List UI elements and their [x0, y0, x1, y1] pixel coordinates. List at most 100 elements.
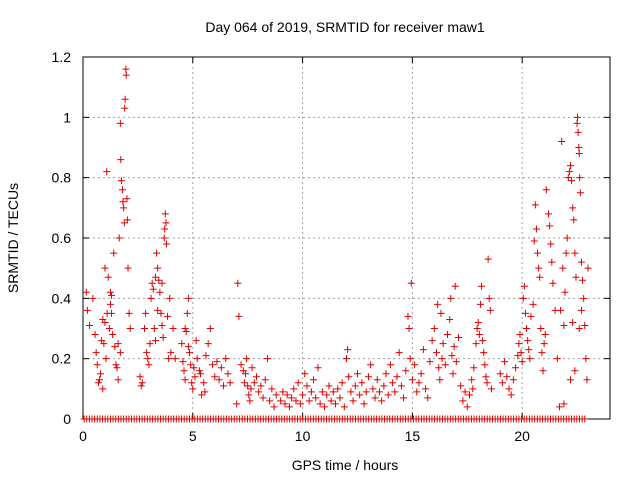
- data-point: [574, 128, 582, 136]
- data-point: [576, 174, 584, 182]
- data-point: [576, 189, 584, 197]
- data-point: [323, 391, 331, 399]
- data-point: [217, 364, 225, 372]
- data-point: [270, 403, 278, 411]
- data-point: [480, 349, 488, 357]
- data-point: [204, 340, 212, 348]
- data-point: [516, 331, 524, 339]
- data-point: [83, 306, 91, 314]
- data-point: [436, 376, 444, 384]
- data-point: [140, 325, 148, 332]
- data-point: [116, 349, 124, 357]
- data-point: [246, 397, 254, 405]
- data-point: [161, 225, 169, 233]
- data-point: [395, 349, 403, 357]
- data-point: [247, 385, 255, 393]
- data-point: [572, 273, 580, 281]
- data-point: [296, 400, 304, 408]
- data-point: [151, 273, 159, 281]
- data-point: [520, 282, 528, 290]
- data-point: [305, 397, 313, 405]
- data-point: [573, 119, 581, 127]
- data-point: [566, 162, 574, 170]
- data-point: [364, 373, 372, 381]
- x-tick-label: 15: [405, 428, 421, 444]
- data-point: [532, 225, 540, 233]
- y-tick-label: 0.6: [52, 230, 72, 246]
- data-point: [241, 370, 249, 378]
- data-point: [109, 331, 117, 339]
- data-point: [449, 370, 457, 378]
- data-point: [564, 174, 572, 182]
- data-point: [473, 325, 481, 332]
- chart-title: Day 064 of 2019, SRMTID for receiver maw…: [205, 19, 485, 35]
- data-point: [200, 379, 208, 387]
- data-point: [519, 294, 527, 302]
- data-point: [110, 249, 118, 257]
- data-point: [540, 340, 548, 348]
- data-point: [400, 394, 408, 402]
- data-point: [459, 397, 467, 405]
- data-point: [266, 397, 274, 405]
- data-point: [547, 240, 555, 248]
- data-point: [507, 391, 515, 399]
- data-point: [378, 397, 386, 405]
- data-point: [375, 388, 383, 396]
- data-point: [536, 273, 544, 281]
- data-point: [121, 95, 129, 103]
- data-point: [575, 144, 583, 151]
- data-point: [419, 346, 427, 354]
- data-point: [179, 358, 187, 366]
- data-point: [438, 355, 446, 363]
- data-point: [312, 394, 320, 402]
- data-point: [386, 361, 394, 369]
- data-point: [583, 376, 591, 384]
- data-point: [353, 370, 361, 378]
- data-point: [188, 379, 196, 387]
- data-point: [356, 391, 364, 399]
- data-point: [478, 282, 486, 290]
- data-point: [95, 376, 103, 384]
- data-point: [482, 373, 490, 381]
- data-point: [190, 364, 198, 372]
- data-point: [437, 309, 445, 317]
- data-point: [220, 382, 228, 390]
- data-point: [538, 349, 546, 357]
- data-point: [153, 249, 161, 257]
- data-point: [248, 364, 256, 372]
- data-point: [483, 379, 491, 387]
- data-point: [444, 331, 452, 339]
- data-point: [106, 288, 114, 296]
- data-point: [184, 294, 192, 302]
- data-point: [97, 370, 105, 378]
- data-point: [123, 216, 131, 224]
- data-point: [288, 394, 296, 402]
- data-point: [345, 373, 353, 381]
- data-point: [469, 385, 477, 393]
- data-point: [136, 373, 144, 381]
- data-point: [529, 300, 537, 308]
- data-point: [408, 376, 416, 384]
- data-point: [113, 364, 121, 372]
- data-point: [224, 370, 232, 378]
- data-point: [404, 312, 412, 320]
- data-point: [569, 318, 577, 326]
- data-point: [105, 325, 113, 332]
- data-point: [405, 325, 413, 332]
- data-point: [116, 119, 124, 127]
- data-point: [535, 264, 543, 272]
- data-point: [541, 331, 549, 339]
- data-point: [209, 361, 217, 369]
- data-point: [154, 306, 162, 314]
- data-point: [463, 403, 471, 411]
- data-point: [180, 367, 188, 375]
- data-point: [158, 279, 166, 287]
- data-point: [428, 337, 436, 345]
- data-point: [183, 309, 191, 317]
- data-point: [503, 373, 511, 381]
- data-point: [162, 240, 170, 248]
- data-point: [191, 373, 199, 381]
- data-point: [243, 355, 251, 363]
- data-point: [119, 186, 127, 194]
